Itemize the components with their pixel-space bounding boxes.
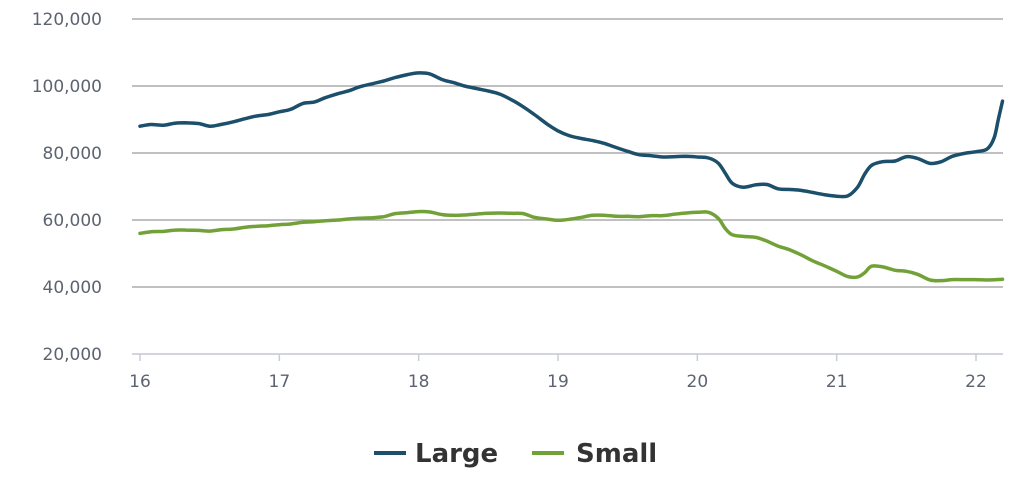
y-tick-label: 120,000 (32, 10, 102, 30)
y-tick-label: 20,000 (43, 345, 102, 365)
series-line-large (138, 71, 1005, 199)
y-tick-label: 100,000 (32, 77, 102, 97)
legend-label-large: Large (415, 439, 498, 469)
x-axis-ticks: 16 17 18 19 20 21 22 (129, 354, 987, 392)
x-tick-label: 17 (269, 372, 291, 392)
grid-lines (132, 18, 1003, 355)
x-tick-label: 21 (826, 372, 848, 392)
y-tick-label: 60,000 (43, 211, 102, 231)
y-axis-ticks: 20,000 40,000 60,000 80,000 100,000 120,000 (32, 10, 102, 365)
x-tick-label: 19 (547, 372, 569, 392)
legend-label-small: Small (576, 439, 657, 469)
series-lines (138, 71, 1005, 283)
y-tick-label: 40,000 (43, 278, 102, 298)
legend: Large Small (374, 439, 657, 469)
x-tick-label: 22 (965, 372, 987, 392)
y-tick-label: 80,000 (43, 144, 102, 164)
x-tick-label: 16 (129, 372, 151, 392)
x-tick-label: 18 (408, 372, 430, 392)
series-line-small (138, 209, 1005, 283)
x-tick-label: 20 (687, 372, 709, 392)
